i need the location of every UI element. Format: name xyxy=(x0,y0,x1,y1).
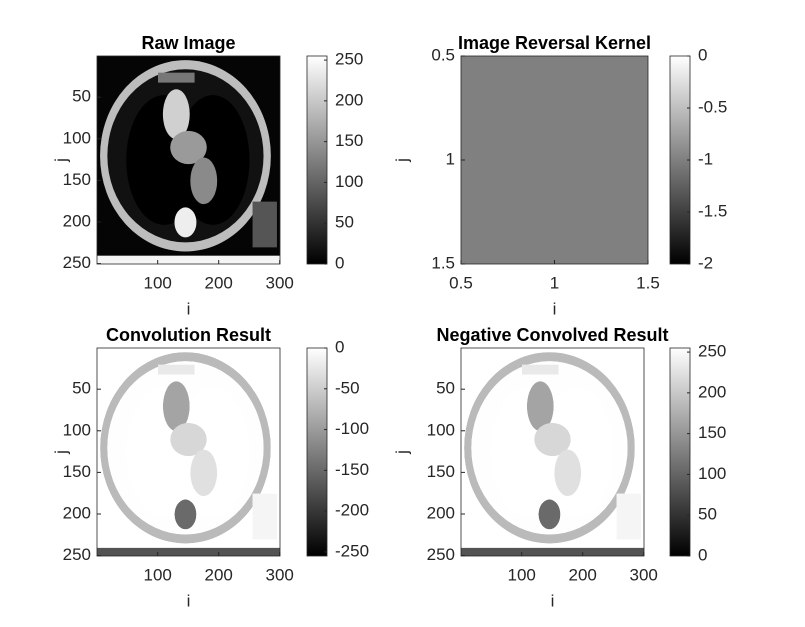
axes-frame xyxy=(460,347,645,557)
image xyxy=(97,348,280,556)
y-axis-label: j xyxy=(392,158,411,163)
x-tick-label: 300 xyxy=(266,273,294,292)
image xyxy=(461,348,644,556)
colorbar-tick-label: 200 xyxy=(335,90,363,109)
colorbar-tick-label: -1 xyxy=(698,149,713,168)
x-tick-label: 1.5 xyxy=(636,273,660,292)
x-tick-label: 300 xyxy=(630,565,658,584)
y-tick-label: 150 xyxy=(63,170,91,189)
y-tick-label: 50 xyxy=(72,87,91,106)
colorbar-tick-label: -1.5 xyxy=(698,201,727,220)
x-axis-label: i xyxy=(187,591,191,610)
x-tick-label: 300 xyxy=(266,565,294,584)
image xyxy=(97,56,280,264)
y-tick-label: 100 xyxy=(63,128,91,147)
x-tick-label: 1 xyxy=(550,273,559,292)
y-tick-label: 100 xyxy=(427,420,455,439)
y-tick-label: 100 xyxy=(63,420,91,439)
y-tick-label: 150 xyxy=(63,462,91,481)
axes-frame xyxy=(96,347,281,557)
y-tick-label: 50 xyxy=(436,379,455,398)
y-tick-label: 200 xyxy=(63,503,91,522)
y-tick-label: 250 xyxy=(427,545,455,564)
x-tick-label: 200 xyxy=(205,565,233,584)
colorbar-tick-label: -50 xyxy=(335,378,360,397)
colorbar-tick-label: 0 xyxy=(335,337,344,356)
y-tick-label: 200 xyxy=(63,211,91,230)
colorbar-tick-label: 100 xyxy=(335,172,363,191)
colorbar-tick-label: -100 xyxy=(335,419,369,438)
colorbar-tick-label: 250 xyxy=(335,50,363,69)
colorbar-tick-label: 50 xyxy=(335,213,354,232)
colorbar-tick-label: 150 xyxy=(335,131,363,150)
y-tick-label: 200 xyxy=(427,503,455,522)
x-tick-label: 100 xyxy=(508,565,536,584)
x-axis-label: i xyxy=(551,591,555,610)
colorbar-tick-label: 0 xyxy=(698,545,707,564)
x-axis-label: i xyxy=(553,299,557,318)
colorbar-tick-label: 100 xyxy=(698,464,726,483)
y-axis-label: j xyxy=(51,450,70,455)
colorbar xyxy=(306,347,328,557)
colorbar-tick-label: 150 xyxy=(698,423,726,442)
x-tick-label: 200 xyxy=(205,273,233,292)
y-axis-label: j xyxy=(51,158,70,163)
colorbar-tick-label: -0.5 xyxy=(698,97,727,116)
y-tick-label: 0.5 xyxy=(431,45,455,64)
y-axis-label: j xyxy=(392,450,411,455)
x-tick-label: 100 xyxy=(144,565,172,584)
colorbar-tick-label: -2 xyxy=(698,253,713,272)
x-tick-label: 0.5 xyxy=(449,273,473,292)
colorbar-tick-label: 50 xyxy=(698,505,717,524)
x-tick-label: 100 xyxy=(144,273,172,292)
y-tick-label: 50 xyxy=(72,379,91,398)
y-tick-label: 250 xyxy=(63,545,91,564)
y-tick-label: 250 xyxy=(63,253,91,272)
colorbar-tick-label: 0 xyxy=(698,45,707,64)
chart-title: Raw Image xyxy=(141,33,235,53)
axes-frame xyxy=(96,55,281,265)
colorbar-tick-label: -150 xyxy=(335,460,369,479)
colorbar xyxy=(669,347,691,557)
x-axis-label: i xyxy=(187,299,191,318)
heatmap-cell xyxy=(461,56,648,264)
x-tick-label: 200 xyxy=(569,565,597,584)
chart-title: Image Reversal Kernel xyxy=(458,33,651,53)
y-tick-label: 150 xyxy=(427,462,455,481)
colorbar xyxy=(306,55,328,265)
colorbar-tick-label: 0 xyxy=(335,253,344,272)
colorbar-tick-label: -250 xyxy=(335,541,369,560)
chart-title: Negative Convolved Result xyxy=(436,325,668,345)
colorbar-tick-label: -200 xyxy=(335,501,369,520)
y-tick-label: 1.5 xyxy=(431,253,455,272)
colorbar-tick-label: 250 xyxy=(698,342,726,361)
y-tick-label: 1 xyxy=(446,149,455,168)
chart-title: Convolution Result xyxy=(106,325,271,345)
colorbar-tick-label: 200 xyxy=(698,382,726,401)
